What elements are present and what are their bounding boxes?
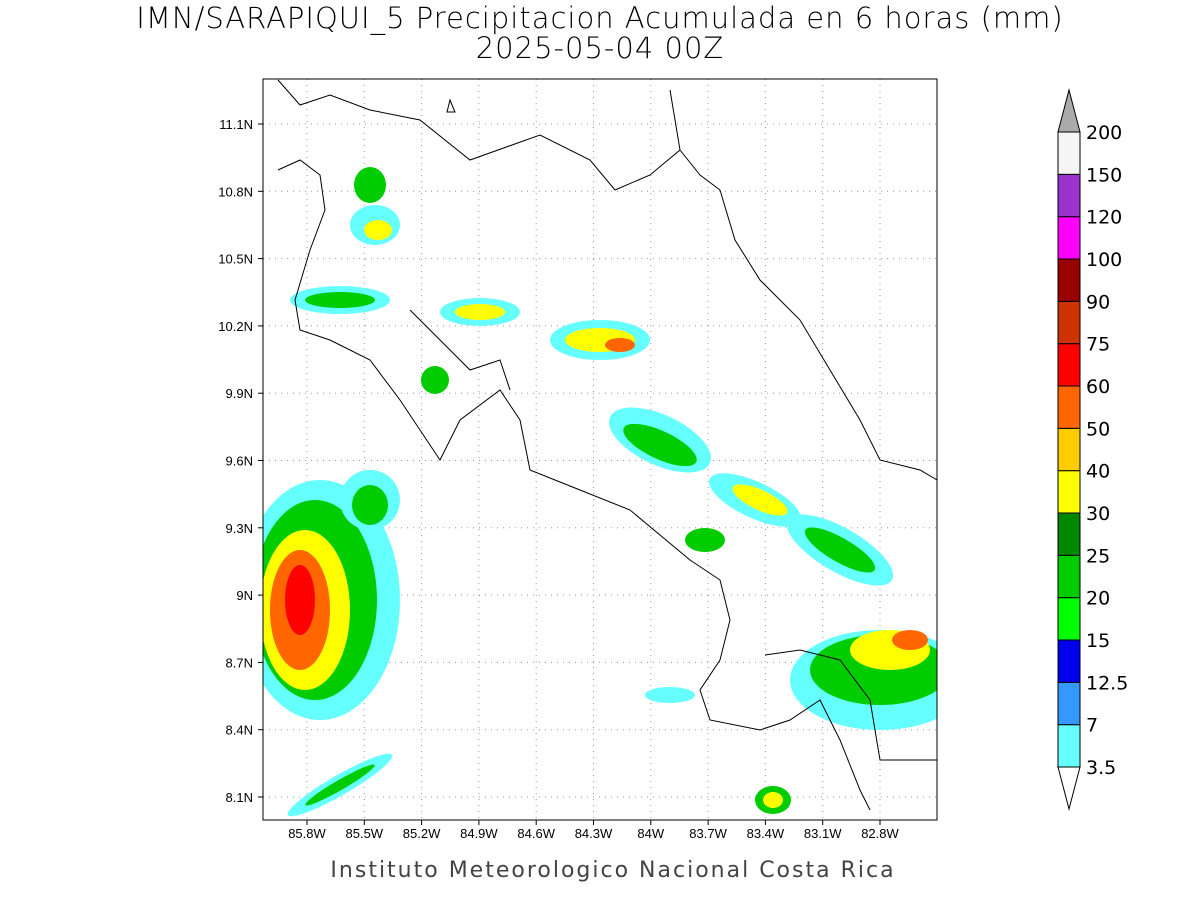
colorbar-box [1057, 427, 1081, 472]
colorbar-label: 150 [1086, 164, 1122, 186]
colorbar-box [1057, 216, 1081, 260]
colorbar-box [1057, 470, 1081, 514]
colorbar-label: 12.5 [1086, 672, 1128, 694]
colorbar-box [1057, 724, 1081, 768]
colorbar-box [1057, 597, 1081, 641]
lat-tick-label: 8.7N [226, 655, 253, 670]
colorbar-box [1057, 681, 1081, 726]
lat-tick-label: 10.5N [218, 252, 253, 267]
lon-tick-label: 84.6W [517, 826, 555, 841]
map-frame [262, 78, 938, 821]
colorbar-box [1057, 258, 1081, 302]
colorbar-label: 90 [1086, 291, 1110, 313]
lon-tick-label: 84.9W [460, 826, 498, 841]
footer: Instituto Meteorologico Nacional Costa R… [330, 858, 895, 883]
colorbar-label: 15 [1086, 630, 1110, 652]
lat-tick-label: 8.1N [226, 790, 253, 805]
lon-tick-label: 85.8W [288, 826, 326, 841]
lon-tick-label: 84W [637, 826, 664, 841]
lat-tick-label: 9N [236, 588, 253, 603]
title: IMN/SARAPIQUI_5 Precipitacion Acumulada … [136, 1, 1063, 36]
colorbar-under [1057, 766, 1081, 811]
lon-tick-label: 85.5W [346, 826, 384, 841]
lat-tick-label: 9.6N [226, 454, 253, 469]
lon-tick-label: 83.1W [804, 826, 842, 841]
lat-tick-label: 9.9N [226, 386, 253, 401]
subtitle: 2025-05-04 00Z [476, 31, 725, 65]
colorbar-label: 30 [1086, 503, 1110, 525]
lat-tick-label: 10.2N [218, 319, 253, 334]
colorbar-label: 3.5 [1086, 757, 1116, 779]
colorbar-label: 20 [1086, 588, 1110, 610]
colorbar-box [1057, 554, 1081, 599]
lon-tick-label: 85.2W [403, 826, 441, 841]
lon-tick-label: 82.8W [861, 826, 899, 841]
lat-tick-label: 9.3N [226, 521, 253, 536]
colorbar-label: 60 [1086, 376, 1110, 398]
colorbar-box [1057, 385, 1081, 429]
lat-tick-label: 8.4N [226, 723, 253, 738]
colorbar-box [1057, 512, 1081, 556]
colorbar-box [1057, 300, 1081, 345]
lon-tick-label: 84.3W [575, 826, 613, 841]
colorbar-box [1057, 173, 1081, 218]
lon-tick-label: 83.4W [747, 826, 785, 841]
lon-tick-label: 83.7W [689, 826, 727, 841]
colorbar-label: 200 [1086, 122, 1122, 144]
colorbar-label: 100 [1086, 249, 1122, 271]
precipitation-field [263, 79, 937, 817]
colorbar-label: 120 [1086, 207, 1122, 229]
colorbar-box [1057, 131, 1081, 175]
colorbar-box [1057, 343, 1081, 387]
colorbar-label: 25 [1086, 545, 1110, 567]
colorbar-label: 50 [1086, 418, 1110, 440]
colorbar-label: 7 [1086, 715, 1098, 737]
colorbar-over [1057, 88, 1081, 133]
lat-tick-label: 10.8N [218, 184, 253, 199]
lat-tick-label: 11.1N [219, 117, 253, 132]
colorbar-label: 75 [1086, 334, 1110, 356]
colorbar-box [1057, 639, 1081, 683]
colorbar-label: 40 [1086, 461, 1110, 483]
